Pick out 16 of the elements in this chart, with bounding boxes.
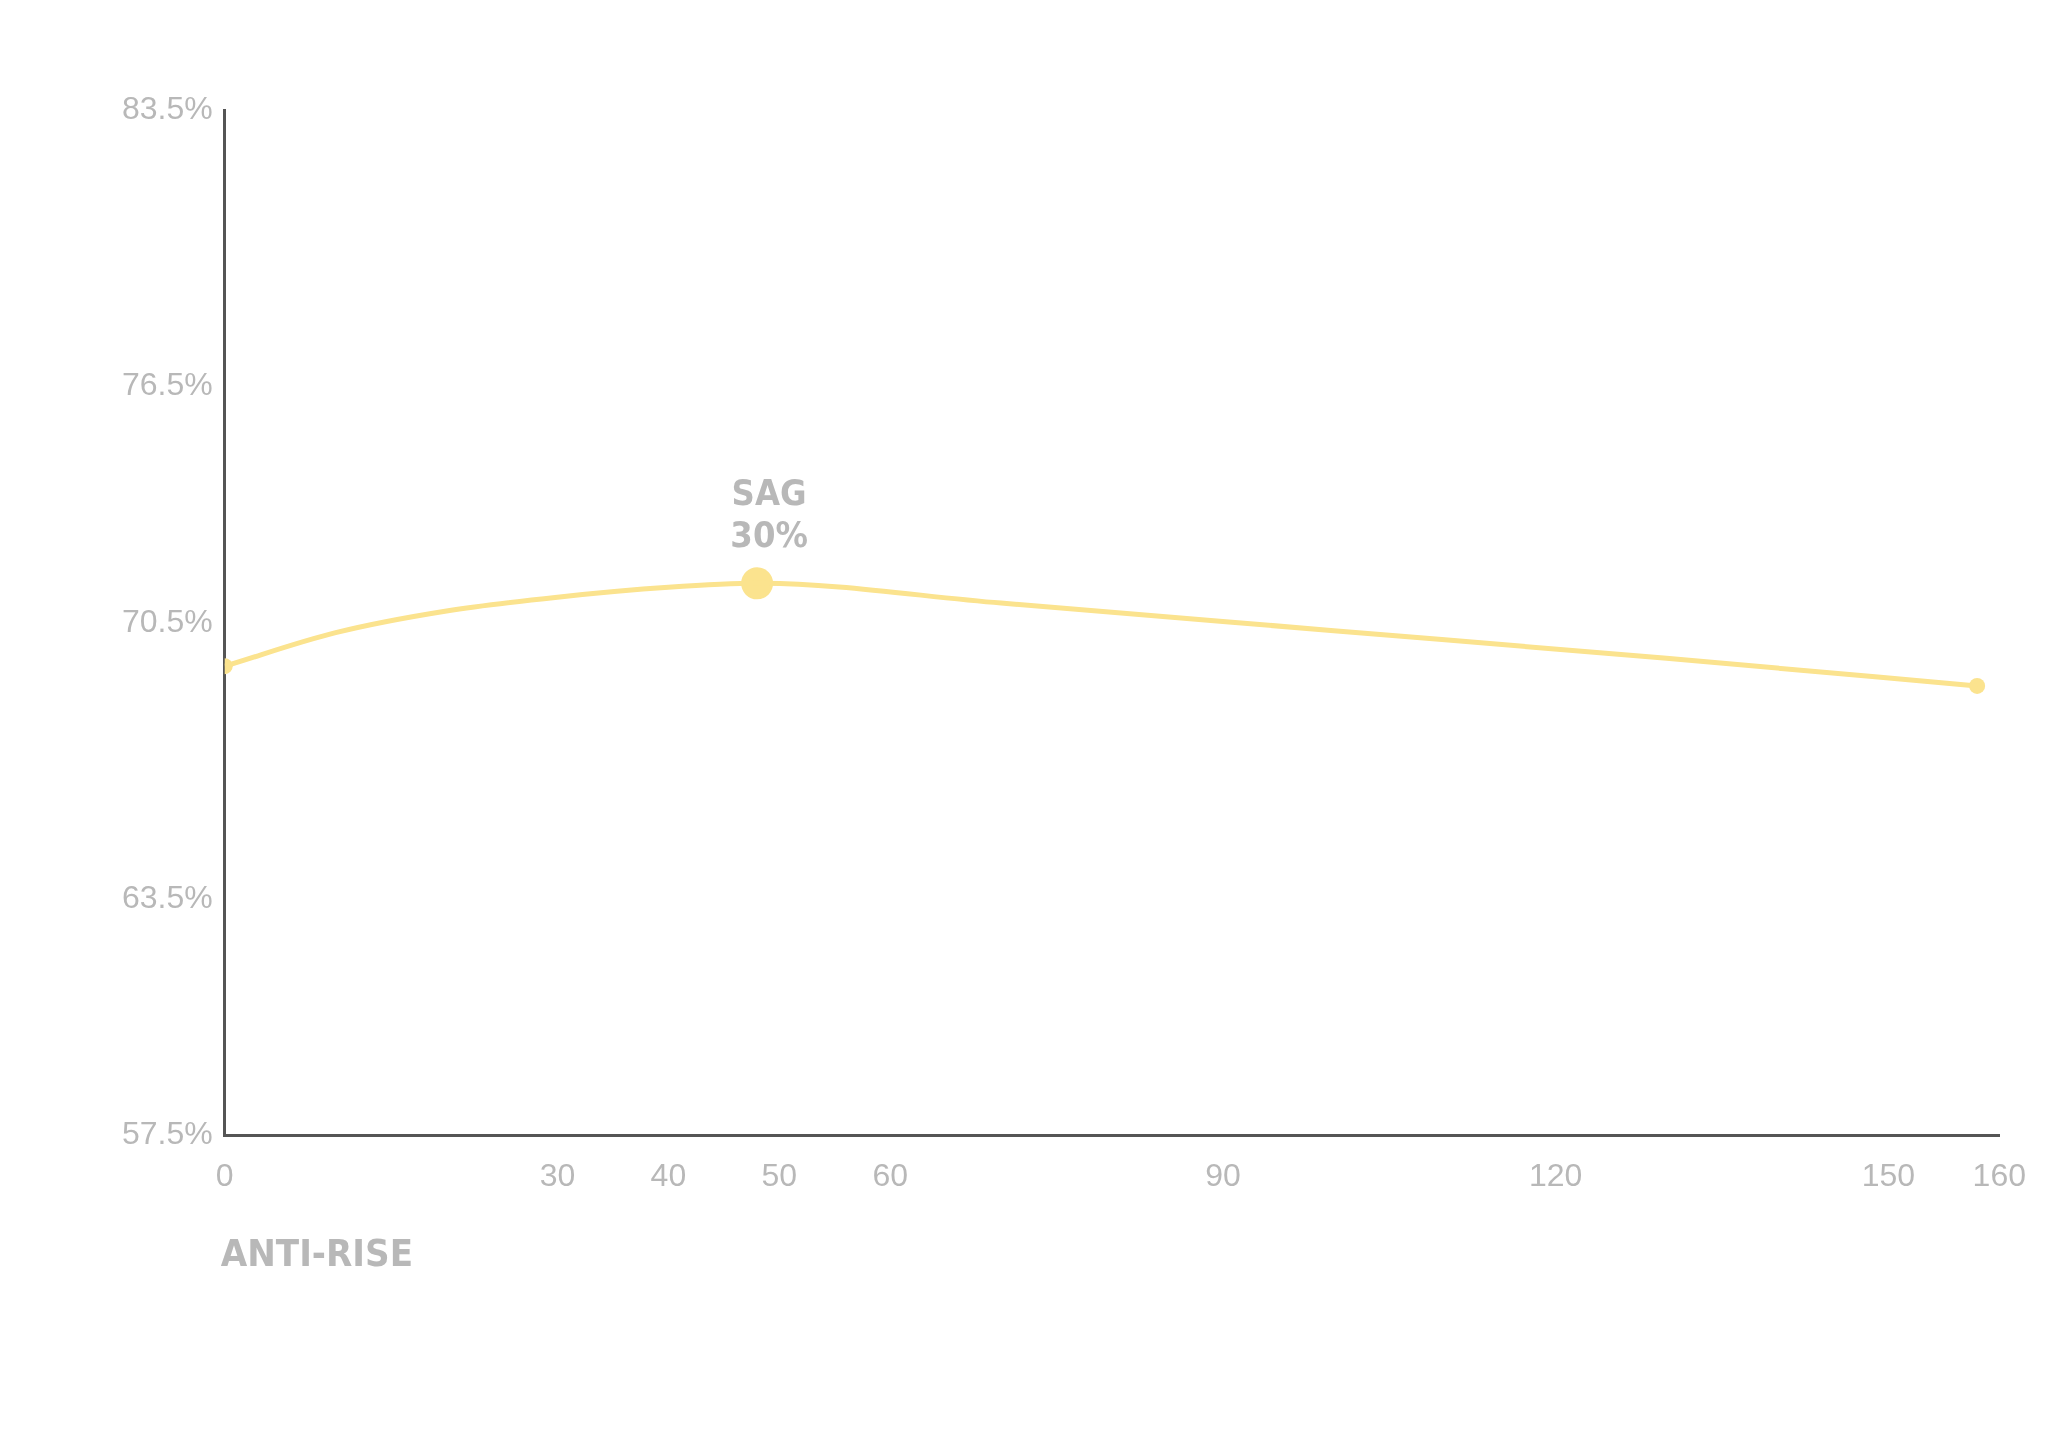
x-tick-label: 120 bbox=[1528, 1156, 1583, 1193]
x-axis-title: ANTI-RISE bbox=[220, 1230, 414, 1275]
x-tick-label: 50 bbox=[761, 1156, 798, 1193]
x-tick-label: 150 bbox=[1861, 1156, 1916, 1193]
y-tick-label: 76.5% bbox=[122, 365, 213, 402]
y-tick-label: 57.5% bbox=[122, 1115, 213, 1152]
y-tick-label: 83.5% bbox=[122, 89, 213, 126]
x-tick-label: 40 bbox=[650, 1156, 687, 1193]
x-tick-label: 0 bbox=[215, 1156, 234, 1193]
x-tick-label: 160 bbox=[1972, 1156, 2026, 1193]
x-tick-label: 90 bbox=[1205, 1156, 1241, 1193]
x-tick-label: 30 bbox=[539, 1156, 576, 1193]
x-tick-label: 60 bbox=[872, 1156, 908, 1193]
annotation: SAG 30% bbox=[730, 472, 808, 556]
y-tick-label: 63.5% bbox=[122, 878, 213, 915]
y-tick-label: 70.5% bbox=[122, 602, 213, 639]
